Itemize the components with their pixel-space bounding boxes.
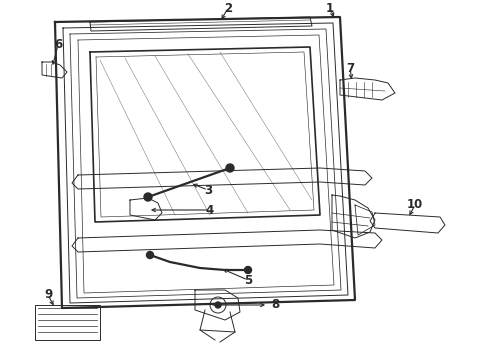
Circle shape — [226, 164, 234, 172]
Circle shape — [144, 193, 152, 201]
Text: 3: 3 — [204, 184, 212, 197]
Text: 7: 7 — [346, 62, 354, 75]
Bar — [35, 305, 100, 340]
Circle shape — [215, 302, 221, 308]
Text: 1: 1 — [326, 1, 334, 14]
Circle shape — [147, 252, 153, 258]
Text: 10: 10 — [407, 198, 423, 211]
Text: 9: 9 — [44, 288, 52, 302]
Text: 2: 2 — [224, 1, 232, 14]
Circle shape — [245, 266, 251, 274]
Text: 6: 6 — [54, 39, 62, 51]
Text: 4: 4 — [206, 203, 214, 216]
Text: 5: 5 — [244, 274, 252, 287]
Text: 8: 8 — [271, 298, 279, 311]
